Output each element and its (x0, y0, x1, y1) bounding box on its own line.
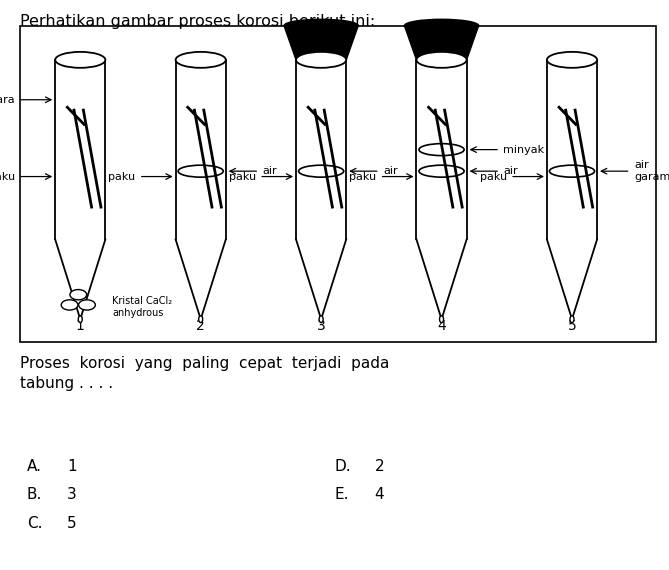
Ellipse shape (549, 165, 595, 177)
Ellipse shape (55, 52, 106, 68)
Text: B.: B. (27, 487, 42, 502)
Text: Perhatikan gambar proses korosi berikut ini:: Perhatikan gambar proses korosi berikut … (20, 14, 375, 29)
Text: air
garam: air garam (634, 160, 669, 182)
Text: 1: 1 (76, 319, 85, 333)
Ellipse shape (419, 144, 464, 156)
Text: tabung . . . .: tabung . . . . (20, 376, 113, 391)
Text: paku: paku (108, 172, 135, 182)
Ellipse shape (416, 52, 467, 68)
Ellipse shape (440, 316, 444, 323)
Ellipse shape (547, 52, 597, 68)
Text: 3: 3 (316, 319, 326, 333)
Text: air: air (262, 166, 277, 176)
Text: 3: 3 (67, 487, 77, 502)
Text: 1: 1 (67, 459, 76, 474)
Text: Kristal CaCl₂
anhydrous: Kristal CaCl₂ anhydrous (112, 296, 172, 318)
FancyBboxPatch shape (20, 26, 656, 342)
Ellipse shape (78, 316, 82, 323)
Ellipse shape (319, 316, 323, 323)
Ellipse shape (298, 165, 344, 177)
Ellipse shape (178, 165, 223, 177)
Ellipse shape (296, 52, 347, 68)
Text: 2: 2 (196, 319, 205, 333)
Ellipse shape (419, 165, 464, 177)
Ellipse shape (70, 290, 87, 300)
Text: minyak: minyak (504, 145, 545, 154)
Polygon shape (404, 26, 479, 60)
Text: air: air (504, 166, 518, 176)
Text: udara: udara (0, 95, 15, 105)
Ellipse shape (570, 316, 574, 323)
Text: C.: C. (27, 516, 42, 531)
Text: Proses  korosi  yang  paling  cepat  terjadi  pada: Proses korosi yang paling cepat terjadi … (20, 356, 389, 371)
Text: 4: 4 (437, 319, 446, 333)
Ellipse shape (199, 316, 203, 323)
Text: 2: 2 (375, 459, 384, 474)
Text: 5: 5 (67, 516, 76, 531)
Ellipse shape (404, 19, 479, 32)
Text: 4: 4 (375, 487, 384, 502)
Text: A.: A. (27, 459, 41, 474)
Text: E.: E. (334, 487, 349, 502)
Polygon shape (284, 26, 359, 60)
Text: D.: D. (334, 459, 351, 474)
Ellipse shape (62, 300, 78, 310)
Ellipse shape (284, 19, 359, 32)
Text: air: air (383, 166, 397, 176)
Text: paku: paku (229, 172, 256, 182)
Text: paku: paku (480, 172, 507, 182)
Text: paku: paku (0, 172, 15, 182)
Text: paku: paku (349, 172, 376, 182)
Text: 5: 5 (567, 319, 577, 333)
Ellipse shape (79, 300, 95, 310)
Ellipse shape (175, 52, 226, 68)
